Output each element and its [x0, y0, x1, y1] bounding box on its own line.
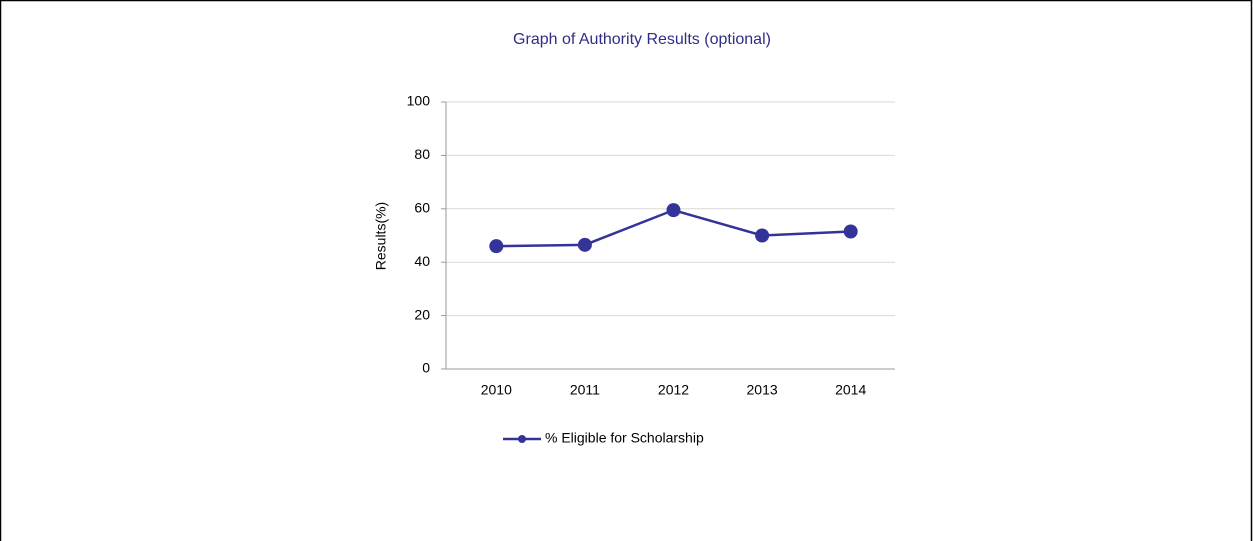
y-tick-label: 80 [414, 146, 430, 162]
x-tick-label: 2011 [570, 382, 600, 398]
data-point [755, 228, 770, 243]
x-tick-label: 2010 [481, 382, 512, 398]
y-tick-label: 20 [414, 306, 430, 322]
x-tick-label: 2014 [835, 382, 866, 398]
data-point [577, 237, 592, 252]
x-tick-label: 2013 [747, 382, 778, 398]
data-point [843, 224, 858, 239]
y-tick-label: 0 [422, 360, 430, 376]
data-point [666, 203, 681, 218]
y-tick-label: 40 [414, 253, 430, 269]
legend-marker [518, 435, 526, 443]
y-tick-label: 60 [414, 200, 430, 216]
y-axis-label: Results(%) [373, 202, 389, 270]
data-point [489, 239, 504, 254]
legend-label: % Eligible for Scholarship [545, 430, 704, 446]
y-tick-label: 100 [407, 93, 431, 109]
x-tick-label: 2012 [658, 382, 689, 398]
chart-title: Graph of Authority Results (optional) [513, 31, 771, 48]
